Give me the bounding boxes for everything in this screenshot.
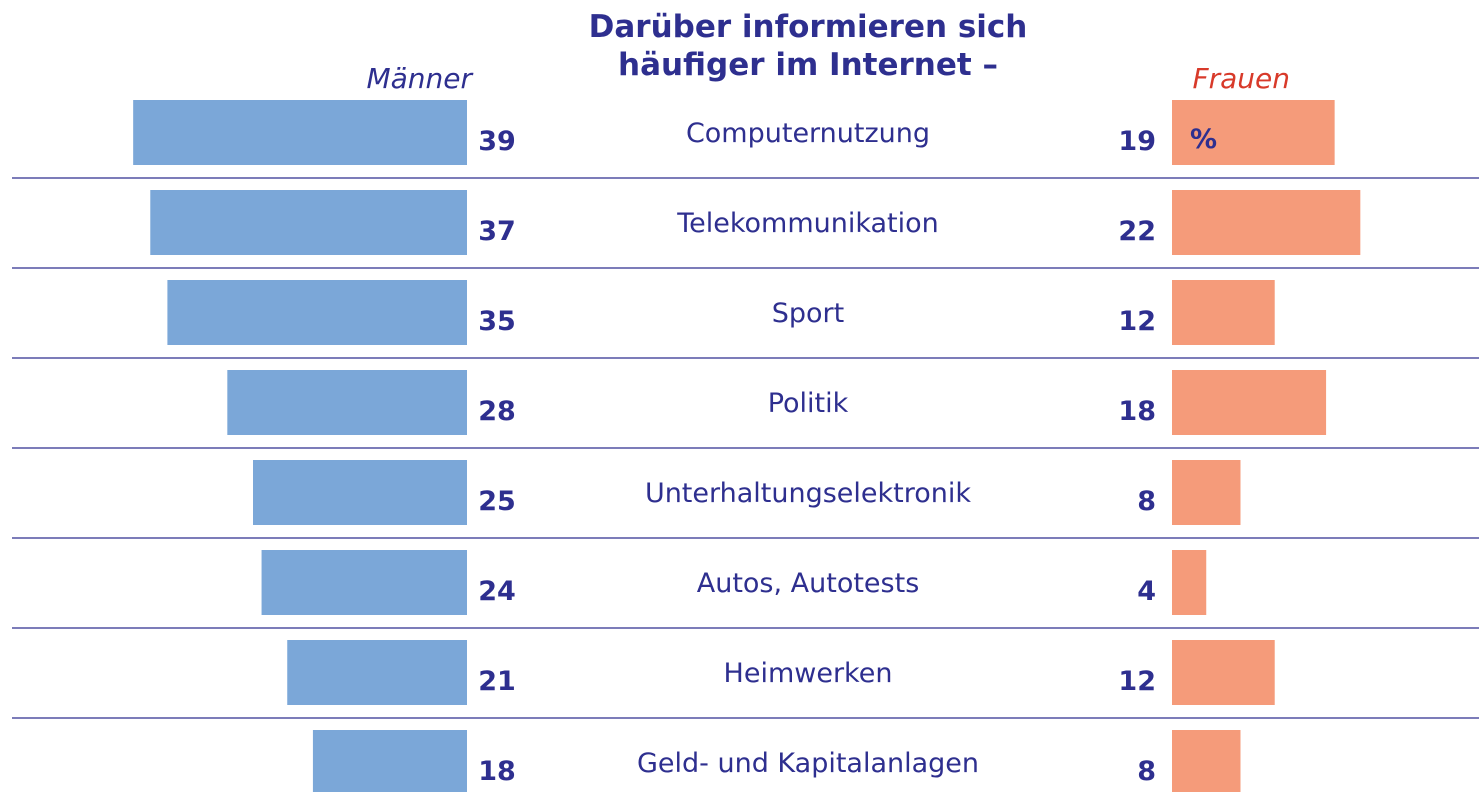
bar [133,100,467,165]
bar [1172,190,1361,255]
value-label: 22 [1118,216,1156,247]
bar [1172,730,1241,792]
value-label: 24 [478,576,516,607]
bar [312,730,467,792]
chart-title: häufiger im Internet – [618,47,998,83]
category-label: Telekommunikation [676,208,939,239]
category-label: Geld- und Kapitalanlagen [637,748,979,779]
bar [1172,550,1207,615]
category-label: Sport [772,298,844,329]
bar [167,280,467,345]
bar [287,640,467,705]
value-label: 18 [1118,396,1156,427]
chart-title: Darüber informieren sich [589,9,1028,45]
value-label: 21 [478,666,516,697]
value-label: 8 [1137,756,1156,787]
category-label: Politik [768,388,849,419]
bar [1172,100,1335,165]
bar [1172,460,1241,525]
value-label: 19 [1118,126,1156,157]
value-label: 4 [1137,576,1156,607]
bar [1172,640,1275,705]
bar [253,460,467,525]
value-label: 12 [1118,306,1156,337]
legend-label: Frauen [1193,62,1291,95]
bar [150,190,467,255]
category-label: Unterhaltungselektronik [645,478,971,509]
unit-label: % [1190,124,1217,155]
value-label: 18 [478,756,516,787]
value-label: 39 [478,126,516,157]
category-label: Autos, Autotests [697,568,920,599]
value-label: 28 [478,396,516,427]
value-label: 37 [478,216,516,247]
value-label: 35 [478,306,516,337]
bar [1172,370,1327,435]
bar [1172,280,1275,345]
bar [227,370,467,435]
category-label: Computernutzung [686,118,930,149]
value-label: 12 [1118,666,1156,697]
legend-label: Männer [366,62,473,95]
value-label: 8 [1137,486,1156,517]
value-label: 25 [478,486,516,517]
bar [261,550,467,615]
category-label: Heimwerken [724,658,893,689]
